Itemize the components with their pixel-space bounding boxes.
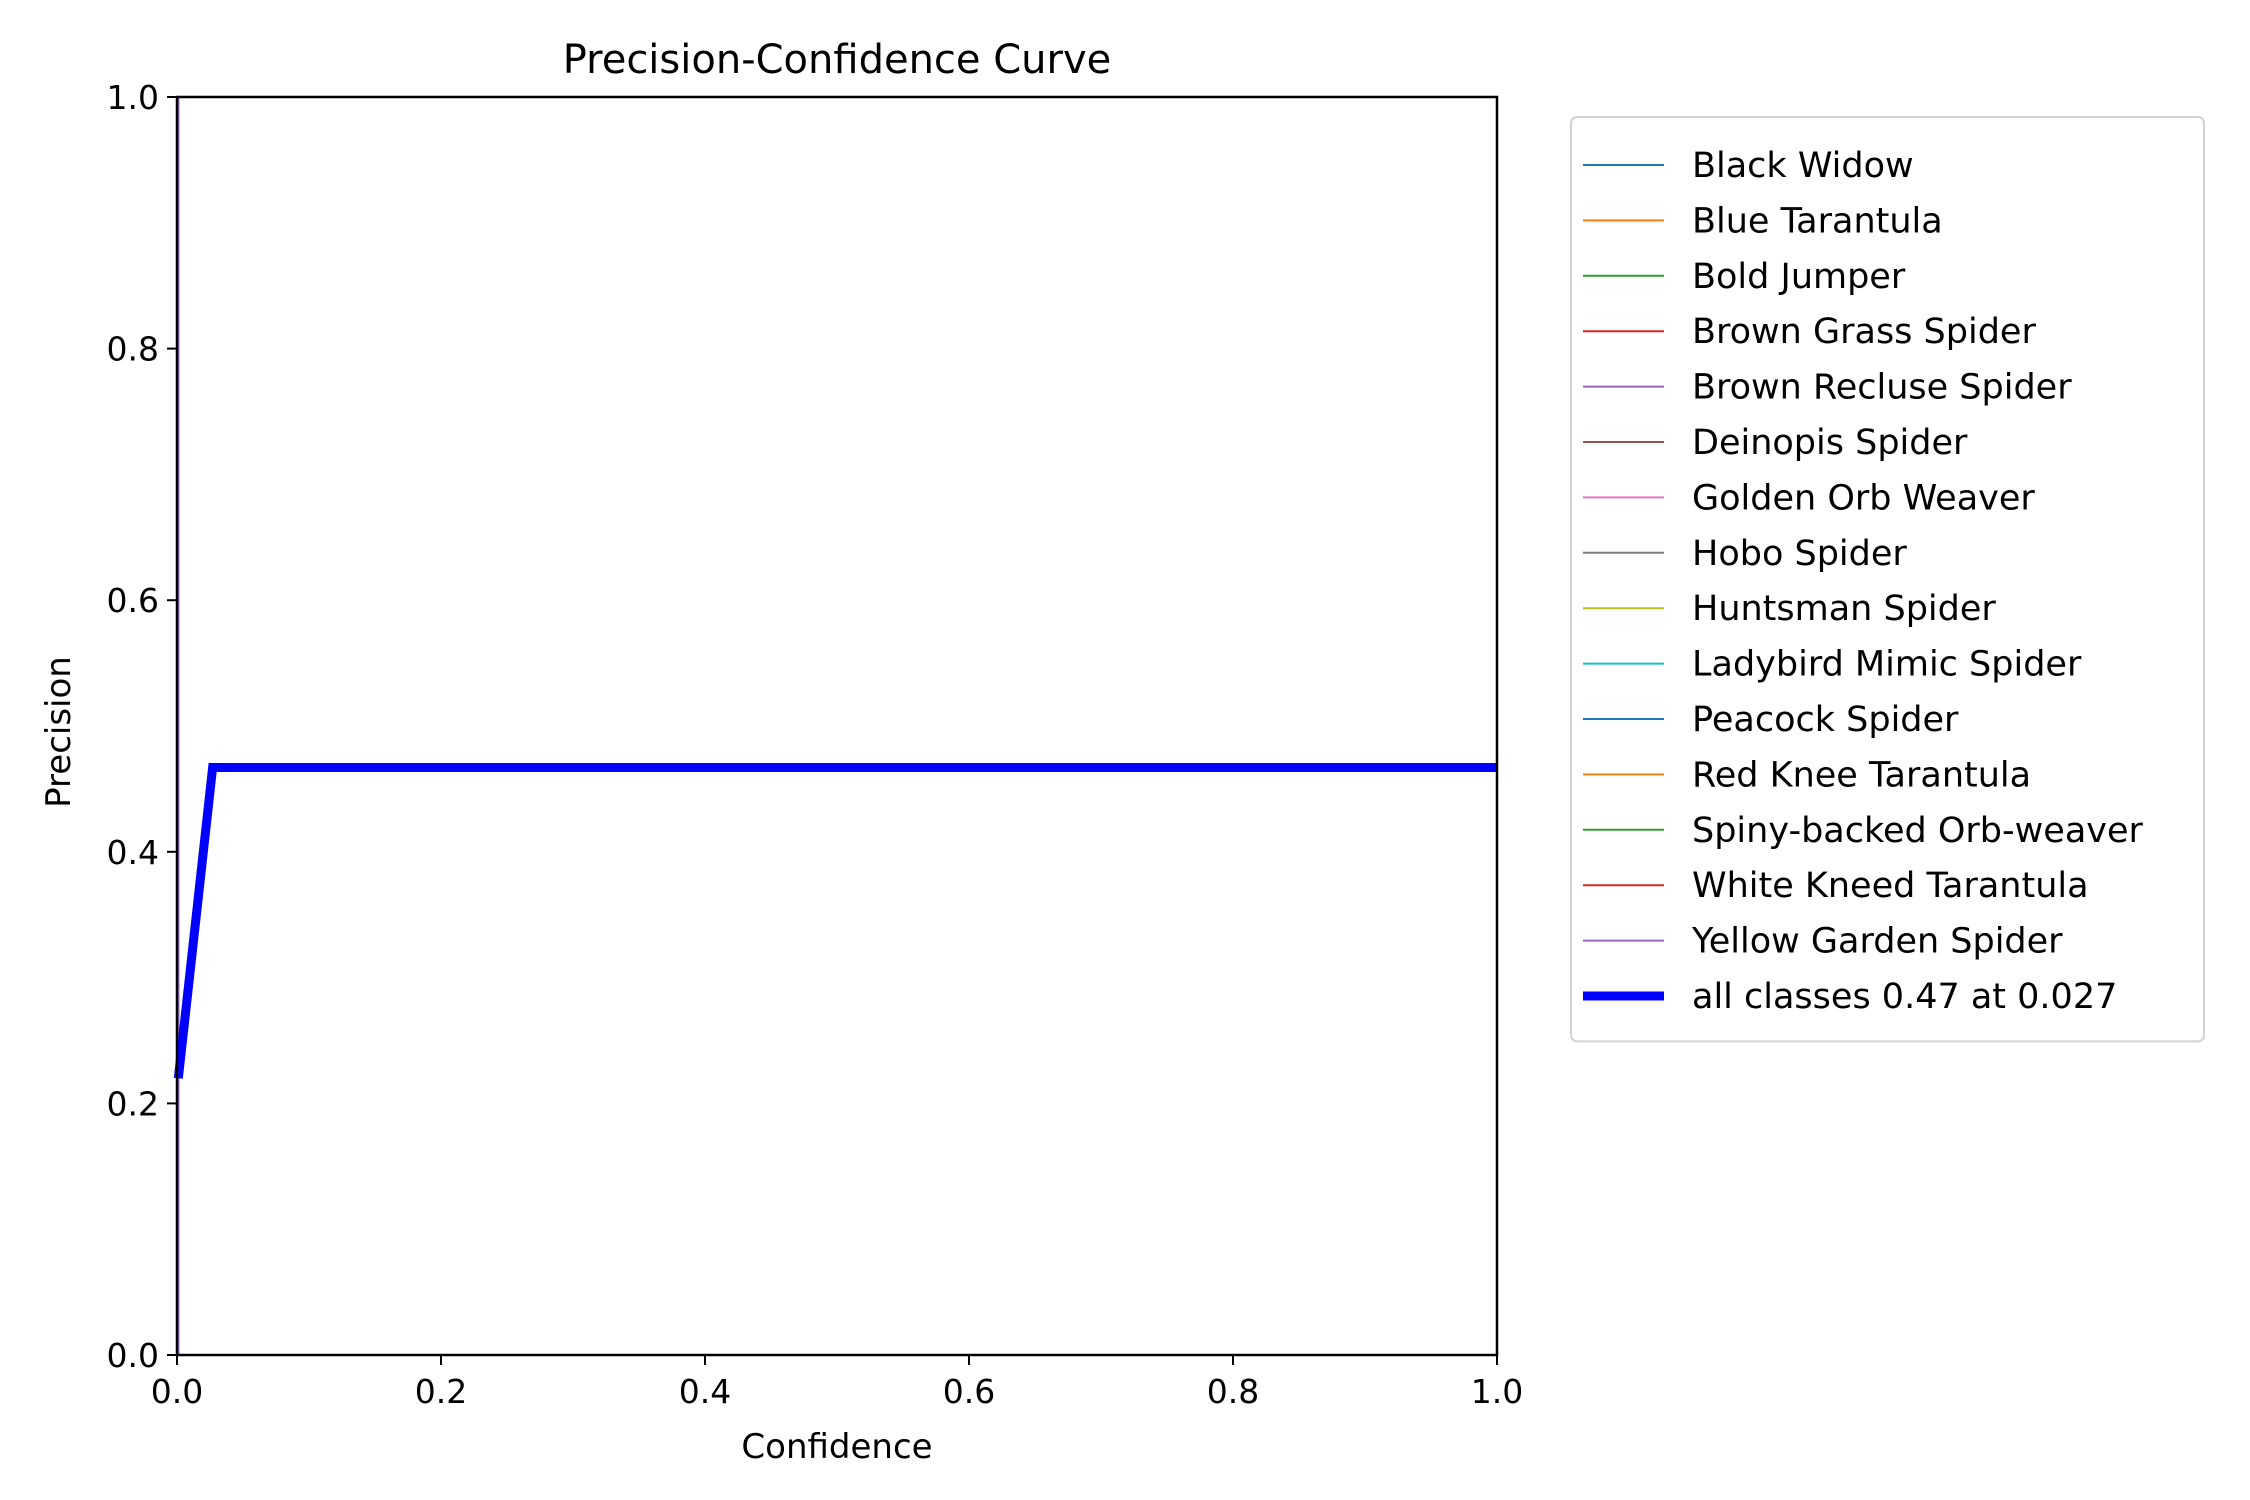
x-tick-label: 0.0 (151, 1372, 203, 1411)
x-tick-label: 0.8 (1207, 1372, 1259, 1411)
y-tick-label: 0.0 (107, 1336, 159, 1375)
legend-label-4: Brown Recluse Spider (1692, 368, 2072, 408)
legend-label-15: all classes 0.47 at 0.027 (1692, 977, 2117, 1017)
y-axis-label: Precision (39, 656, 79, 808)
x-tick-label: 0.4 (679, 1372, 731, 1411)
series-line-15 (173, 763, 1497, 1079)
legend-label-7: Hobo Spider (1692, 534, 1907, 574)
legend-label-12: Spiny-backed Orb-weaver (1692, 811, 2144, 851)
legend-label-2: Bold Jumper (1692, 257, 1906, 297)
legend-label-11: Red Knee Tarantula (1692, 755, 2031, 795)
x-axis-label: Confidence (741, 1427, 932, 1467)
y-tick-label: 0.6 (107, 581, 159, 620)
legend-label-3: Brown Grass Spider (1692, 312, 2036, 352)
legend-label-14: Yellow Garden Spider (1691, 922, 2063, 962)
chart-title: Precision-Confidence Curve (563, 37, 1112, 83)
x-axis: 0.0 0.2 0.4 0.6 0.8 1.0 (151, 1355, 1523, 1411)
x-tick-label: 0.6 (943, 1372, 995, 1411)
legend-label-9: Ladybird Mimic Spider (1692, 645, 2082, 685)
legend-label-5: Deinopis Spider (1692, 423, 1968, 463)
legend-label-1: Blue Tarantula (1692, 201, 1943, 241)
legend-label-13: White Kneed Tarantula (1692, 866, 2089, 906)
legend-box (1570, 116, 2205, 1043)
y-tick-label: 1.0 (107, 78, 159, 117)
x-tick-label: 0.2 (415, 1372, 467, 1411)
y-tick-label: 0.8 (107, 330, 159, 369)
legend-label-8: Huntsman Spider (1692, 589, 1996, 629)
y-tick-label: 0.2 (107, 1084, 159, 1123)
x-tick-label: 1.0 (1471, 1372, 1523, 1411)
legend: Black Widow Blue Tarantula Bold Jumper Brow… (1570, 116, 2205, 1043)
legend-label-6: Golden Orb Weaver (1692, 478, 2035, 518)
y-axis: 0.0 0.2 0.4 0.6 0.8 1.0 (107, 78, 177, 1375)
y-tick-label: 0.4 (107, 833, 159, 872)
legend-label-0: Black Widow (1692, 146, 1914, 186)
legend-label-10: Peacock Spider (1692, 700, 1959, 740)
plot-frame (175, 95, 1499, 1357)
